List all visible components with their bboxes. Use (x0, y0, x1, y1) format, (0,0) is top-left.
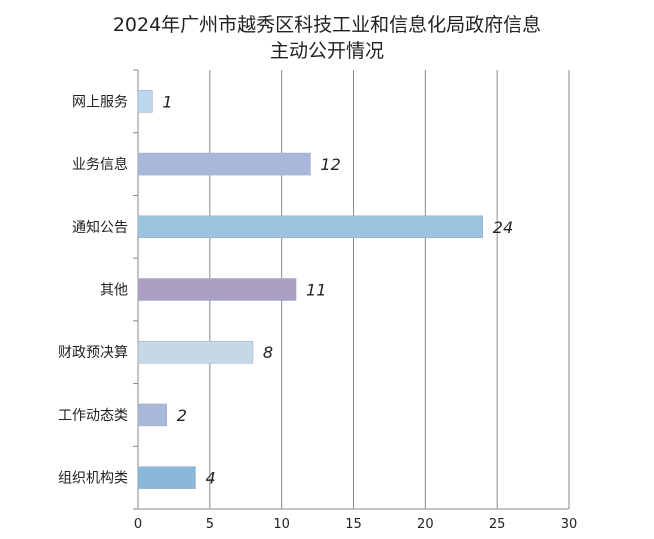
x-tick-label-0: 0 (134, 517, 142, 532)
x-tick-label-15: 15 (345, 517, 362, 532)
value-label-6: 2 (177, 406, 187, 425)
bar-1 (137, 90, 153, 113)
chart-title: 2024年广州市越秀区科技工业和信息化局政府信息 (112, 14, 542, 36)
category-label-4: 其他 (100, 283, 128, 299)
x-tick-label-20: 20 (417, 517, 434, 532)
chart-subtitle: 主动公开情况 (269, 40, 384, 62)
bar-7 (137, 466, 196, 489)
category-label-1: 网上服务 (72, 94, 128, 110)
bar-6 (137, 403, 167, 427)
value-label-5: 8 (263, 343, 273, 362)
category-label-3: 通知公告 (72, 219, 128, 236)
category-label-6: 工作动态类 (58, 408, 128, 424)
bar-2 (137, 152, 311, 176)
x-tick-label-25: 25 (489, 517, 506, 532)
x-tick-label-10: 10 (273, 517, 290, 532)
bar-4 (137, 278, 297, 301)
value-label-7: 4 (205, 469, 215, 488)
category-label-2: 业务信息 (72, 156, 128, 173)
category-label-5: 财政预决算 (58, 345, 128, 361)
value-label-1: 1 (162, 92, 172, 111)
bar-3 (137, 215, 484, 239)
value-label-4: 11 (306, 281, 326, 300)
value-label-2: 12 (320, 155, 340, 174)
x-tick-label-30: 30 (561, 517, 578, 532)
category-label-7: 组织机构类 (58, 471, 128, 487)
x-tick-label-5: 5 (206, 517, 214, 532)
value-label-3: 24 (493, 218, 513, 237)
bar-5 (137, 340, 254, 364)
